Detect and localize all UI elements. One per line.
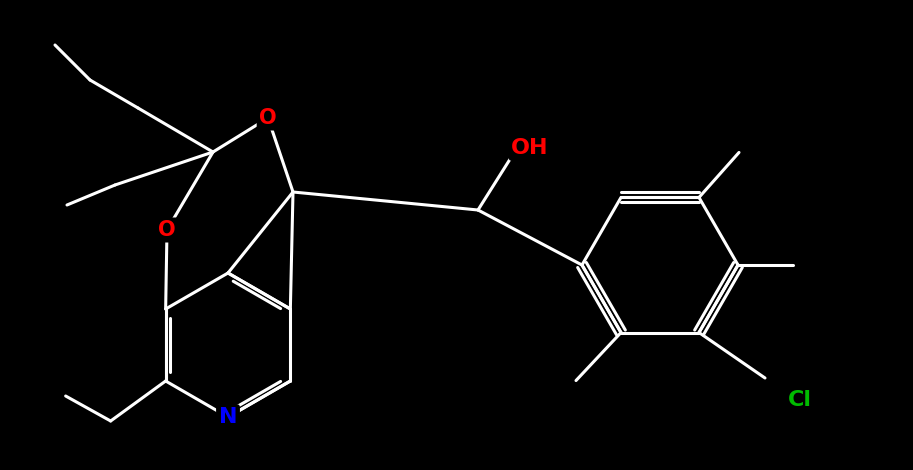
Text: O: O: [259, 108, 277, 128]
Text: OH: OH: [511, 138, 549, 158]
Text: N: N: [219, 407, 237, 427]
Text: Cl: Cl: [788, 390, 812, 410]
Text: O: O: [158, 220, 176, 240]
